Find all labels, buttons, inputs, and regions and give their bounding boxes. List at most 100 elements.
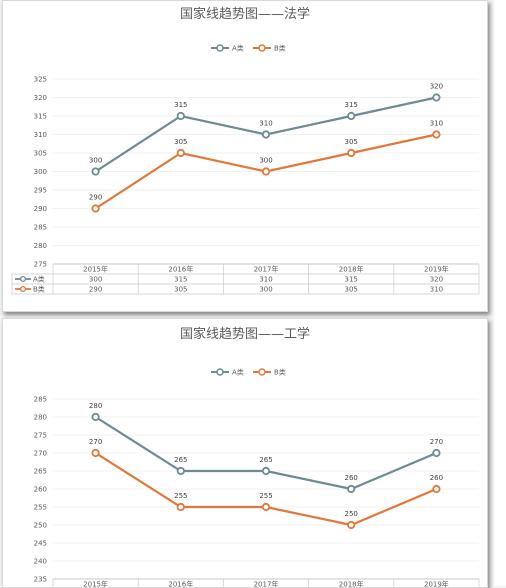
y-tick-label: 295 <box>34 187 47 195</box>
y-tick-label: 260 <box>34 486 47 494</box>
data-point <box>347 520 356 530</box>
data-point <box>261 466 271 476</box>
data-label: 320 <box>430 83 443 91</box>
data-label: 310 <box>430 120 443 128</box>
legend-label-0: A类 <box>232 368 244 377</box>
legend-marker-0 <box>216 44 224 52</box>
y-tick-label: 325 <box>34 76 47 84</box>
x-category-label: 2019年 <box>424 265 449 274</box>
data-point <box>176 111 185 121</box>
y-tick-label: 270 <box>34 450 47 458</box>
x-category-label: 2019年 <box>424 580 449 588</box>
data-point <box>432 93 441 102</box>
legend-marker-1 <box>258 44 266 52</box>
data-point <box>261 167 271 176</box>
data-label: 300 <box>259 157 272 165</box>
y-tick-label: 280 <box>34 414 47 422</box>
table-cell: 310 <box>259 276 272 284</box>
chart-engineering: 国家线趋势图——工学 A类 B类 235 240 245 250 255 260 265 270 27… <box>34 326 480 588</box>
data-point <box>347 484 356 494</box>
data-point <box>176 148 185 158</box>
data-point <box>261 130 271 139</box>
y-tick-label: 300 <box>34 168 47 176</box>
data-label: 305 <box>345 138 358 146</box>
table-cell: 300 <box>259 286 272 294</box>
data-label: 260 <box>430 474 443 482</box>
y-tick-label: 275 <box>34 261 47 269</box>
chart-panel-law: 国家线趋势图——法学 A类 B类 275 280 285 290 295 300 305 310 31… <box>2 0 488 312</box>
legend-label-1: B类 <box>274 44 286 53</box>
legend-label-1: B类 <box>274 368 286 377</box>
data-label: 270 <box>430 438 443 446</box>
data-label: 315 <box>345 101 358 109</box>
x-category-label: 2016年 <box>168 265 193 274</box>
x-category-label: 2015年 <box>83 580 108 588</box>
data-point <box>261 502 271 512</box>
y-tick-label: 305 <box>34 150 47 158</box>
legend-item-0: A类 <box>211 368 244 377</box>
y-tick-label: 320 <box>34 94 47 102</box>
y-tick-label: 235 <box>34 576 47 584</box>
table-series-key-marker <box>19 275 27 283</box>
y-tick-label: 245 <box>34 540 47 548</box>
table-cell: 305 <box>345 286 358 294</box>
data-point <box>91 204 100 213</box>
y-tick-label: 285 <box>34 224 47 232</box>
table-cell: 315 <box>174 276 187 284</box>
y-tick-label: 290 <box>34 205 47 213</box>
chart-title: 国家线趋势图——法学 <box>180 6 310 22</box>
y-tick-label: 250 <box>34 522 47 530</box>
y-tick-label: 240 <box>34 558 47 566</box>
data-label: 305 <box>174 138 187 146</box>
table-cell: 290 <box>89 286 102 294</box>
data-label: 290 <box>89 194 102 202</box>
legend-item-1: B类 <box>253 368 286 377</box>
legend-label-0: A类 <box>232 44 244 53</box>
data-label: 260 <box>345 474 358 482</box>
data-point <box>347 148 356 158</box>
y-tick-label: 275 <box>34 432 47 440</box>
data-point <box>176 502 185 512</box>
legend-item-1: B类 <box>253 44 286 53</box>
page-right-margin <box>494 0 506 586</box>
y-tick-label: 310 <box>34 131 47 139</box>
data-point <box>432 484 441 494</box>
y-tick-label: 255 <box>34 504 47 512</box>
data-label: 315 <box>174 101 187 109</box>
data-label: 265 <box>259 456 272 464</box>
legend-marker-1 <box>258 368 266 376</box>
table-cell: 310 <box>430 286 443 294</box>
y-tick-label: 315 <box>34 113 47 121</box>
x-category-label: 2016年 <box>168 580 193 588</box>
data-point <box>91 412 100 422</box>
x-category-label: 2018年 <box>339 580 364 588</box>
y-tick-label: 265 <box>34 468 47 476</box>
data-point <box>91 167 100 176</box>
data-point <box>176 466 185 476</box>
data-point <box>347 111 356 121</box>
data-label: 270 <box>89 438 102 446</box>
data-label: 300 <box>89 157 102 165</box>
data-label: 265 <box>174 456 187 464</box>
table-series-name: A类 <box>33 275 45 284</box>
data-label: 255 <box>259 492 272 500</box>
legend-item-0: A类 <box>211 44 244 53</box>
table-series-name: B类 <box>33 285 45 294</box>
y-tick-label: 280 <box>34 242 47 250</box>
data-point <box>432 130 441 139</box>
data-point <box>432 448 441 458</box>
data-label: 255 <box>174 492 187 500</box>
data-label: 250 <box>345 510 358 518</box>
y-tick-label: 285 <box>34 396 47 404</box>
x-category-label: 2017年 <box>254 580 279 588</box>
x-category-label: 2017年 <box>254 265 279 274</box>
chart-panel-engineering: 国家线趋势图——工学 A类 B类 235 240 245 250 255 260 265 270 27… <box>2 318 488 588</box>
legend-marker-0 <box>216 368 224 376</box>
table-series-key-marker <box>19 285 27 293</box>
x-category-label: 2015年 <box>83 265 108 274</box>
data-label: 280 <box>89 402 102 410</box>
table-cell: 320 <box>430 276 443 284</box>
table-cell: 315 <box>345 276 358 284</box>
table-cell: 305 <box>174 286 187 294</box>
